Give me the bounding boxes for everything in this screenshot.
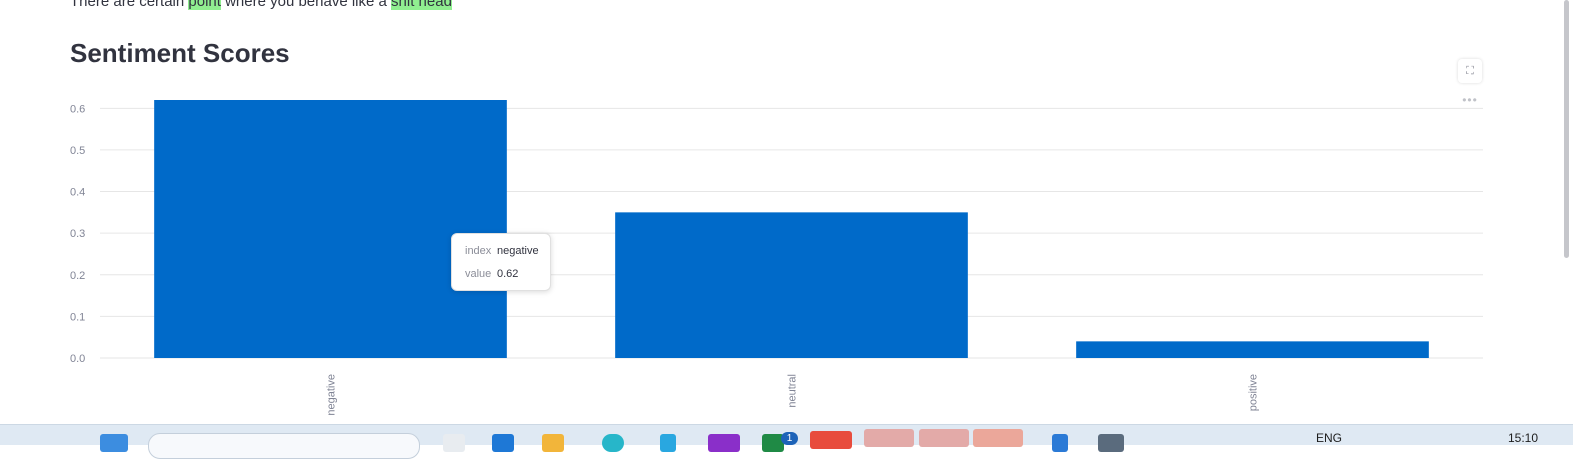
x-tick-label-negative: negative bbox=[326, 374, 338, 416]
app-icon-9[interactable] bbox=[864, 429, 914, 447]
sentence-text-1: There are certain bbox=[70, 0, 189, 10]
sentiment-bar-chart: 0.0 0.1 0.2 0.3 0.4 0.5 0.6 negative neutral posi… bbox=[70, 100, 1483, 416]
app-icon-4[interactable] bbox=[602, 434, 624, 452]
bar-negative[interactable] bbox=[154, 100, 507, 358]
app-icon-11[interactable] bbox=[973, 429, 1023, 447]
app-icon-13[interactable] bbox=[1098, 434, 1124, 452]
app-icon-10[interactable] bbox=[919, 429, 969, 447]
tooltip-index-value: negative bbox=[497, 245, 539, 257]
y-tick-label: 0.4 bbox=[70, 187, 85, 199]
expand-icon[interactable]: ⛶ bbox=[1458, 59, 1482, 83]
app-icon-12[interactable] bbox=[1052, 434, 1068, 452]
page-scrollbar[interactable] bbox=[1564, 0, 1569, 258]
y-tick-label: 0.5 bbox=[70, 145, 85, 157]
y-tick-label: 0.6 bbox=[70, 103, 85, 115]
x-tick-label-neutral: neutral bbox=[787, 374, 799, 408]
clock-time[interactable]: 15:10 bbox=[1508, 431, 1539, 445]
highlight-word-point: point bbox=[188, 0, 221, 10]
app-icon-1[interactable] bbox=[443, 434, 465, 452]
language-indicator[interactable]: ENG bbox=[1316, 431, 1343, 445]
y-tick-label: 0.0 bbox=[70, 353, 85, 365]
highlight-word-shit-head: shit head bbox=[391, 0, 452, 10]
app-icon-6[interactable] bbox=[708, 434, 740, 452]
more-icon[interactable]: ••• bbox=[1462, 93, 1478, 107]
sentence-text-2: where you behave like a bbox=[220, 0, 392, 10]
section-title: Sentiment Scores bbox=[70, 38, 290, 68]
tooltip-value-value: 0.62 bbox=[497, 268, 519, 280]
windows-start-icon[interactable] bbox=[100, 434, 128, 452]
y-tick-label: 0.1 bbox=[70, 311, 85, 323]
app-icon-8[interactable] bbox=[810, 431, 852, 449]
bar-positive[interactable] bbox=[1076, 341, 1429, 358]
taskbar: 1 ENG 15:10 bbox=[0, 424, 1573, 459]
bar-neutral[interactable] bbox=[615, 212, 968, 358]
app-icon-2[interactable] bbox=[492, 434, 514, 452]
taskbar-search-input[interactable] bbox=[148, 433, 420, 459]
x-tick-label-positive: positive bbox=[1248, 374, 1260, 411]
y-tick-label: 0.2 bbox=[70, 270, 85, 282]
analyzed-sentence: There are certain point where you behave… bbox=[70, 0, 452, 10]
notification-badge: 1 bbox=[781, 432, 798, 445]
y-tick-label: 0.3 bbox=[70, 228, 85, 240]
tooltip-value-key: value bbox=[465, 268, 492, 280]
chart-tooltip: index negative value 0.62 bbox=[451, 233, 551, 291]
app-icon-3[interactable] bbox=[542, 434, 564, 452]
tooltip-index-key: index bbox=[465, 245, 492, 257]
app-icon-5[interactable] bbox=[660, 434, 676, 452]
